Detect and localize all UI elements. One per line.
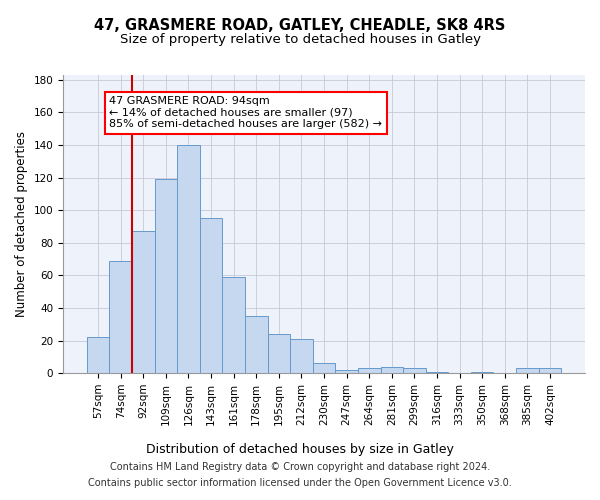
Bar [313, 364, 335, 373]
Bar [539, 368, 561, 373]
Bar [471, 372, 493, 373]
Bar [380, 366, 403, 373]
Bar [200, 218, 223, 373]
Text: Distribution of detached houses by size in Gatley: Distribution of detached houses by size … [146, 442, 454, 456]
Bar [109, 260, 132, 373]
Bar [245, 316, 268, 373]
Text: 47 GRASMERE ROAD: 94sqm
← 14% of detached houses are smaller (97)
85% of semi-de: 47 GRASMERE ROAD: 94sqm ← 14% of detache… [109, 96, 382, 130]
Bar [223, 277, 245, 373]
Text: 47, GRASMERE ROAD, GATLEY, CHEADLE, SK8 4RS: 47, GRASMERE ROAD, GATLEY, CHEADLE, SK8 … [94, 18, 506, 32]
Bar [358, 368, 380, 373]
Bar [177, 145, 200, 373]
Y-axis label: Number of detached properties: Number of detached properties [15, 131, 28, 317]
Text: Contains HM Land Registry data © Crown copyright and database right 2024.: Contains HM Land Registry data © Crown c… [110, 462, 490, 472]
Bar [290, 339, 313, 373]
Bar [403, 368, 425, 373]
Bar [425, 372, 448, 373]
Text: Size of property relative to detached houses in Gatley: Size of property relative to detached ho… [119, 32, 481, 46]
Bar [268, 334, 290, 373]
Text: Contains public sector information licensed under the Open Government Licence v3: Contains public sector information licen… [88, 478, 512, 488]
Bar [516, 368, 539, 373]
Bar [335, 370, 358, 373]
Bar [132, 232, 155, 373]
Bar [155, 180, 177, 373]
Bar [87, 338, 109, 373]
